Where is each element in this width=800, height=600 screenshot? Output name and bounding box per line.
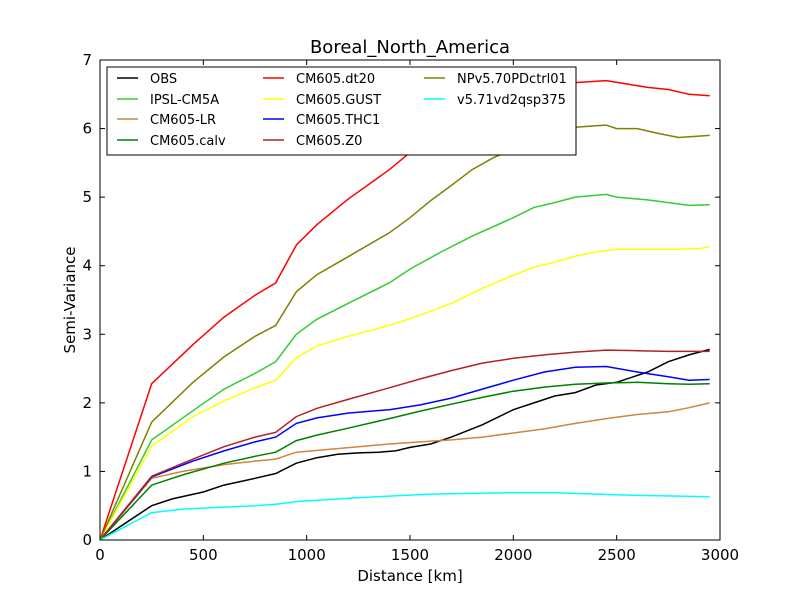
- series-line-CM605.GUST: [100, 245, 710, 540]
- y-tick-label: 3: [82, 325, 92, 343]
- legend-label: CM605.Z0: [296, 134, 362, 149]
- x-tick-label: 1500: [391, 546, 429, 564]
- legend-item-CM605.Z0: CM605.Z0: [263, 134, 362, 149]
- x-tick-label: 500: [189, 546, 218, 564]
- legend-item-CM605.calv: CM605.calv: [117, 134, 226, 149]
- legend-label: CM605.dt20: [296, 72, 375, 87]
- legend-item-CM605.GUST: CM605.GUST: [263, 93, 381, 108]
- legend-label: CM605.GUST: [296, 93, 381, 108]
- y-tick-label: 6: [82, 120, 92, 138]
- legend-item-NPv5.70PDctrl01: NPv5.70PDctrl01: [424, 72, 567, 87]
- legend-label: OBS: [150, 72, 177, 87]
- series-line-CM605-LR: [100, 402, 710, 540]
- series-line-NPv5.70PDctrl01: [100, 148, 514, 540]
- y-tick-label: 0: [82, 531, 92, 549]
- legend-label: NPv5.70PDctrl01: [457, 72, 567, 87]
- legend-item-CM605-LR: CM605-LR: [117, 113, 216, 128]
- series-line-v5.71vd2qsp375: [100, 491, 710, 540]
- x-tick-label: 2500: [598, 546, 636, 564]
- ticks-layer: 0 500 1000 1500 2000 2500 3000 0 1 2 3 4 5 6 7: [82, 51, 739, 564]
- series-line-CM605.dt20-segment: [544, 79, 710, 97]
- x-tick-label: 0: [95, 546, 105, 564]
- y-tick-label: 2: [82, 394, 92, 412]
- x-tick-label: 3000: [701, 546, 739, 564]
- series-line-NPv5.70PDctrl01-segment: [575, 124, 710, 139]
- legend-item-v5.71vd2qsp375: v5.71vd2qsp375: [424, 93, 566, 108]
- y-tick-label: 4: [82, 257, 92, 275]
- legend-box: [106, 66, 577, 156]
- legend-item-CM605.THC1: CM605.THC1: [263, 113, 380, 128]
- y-axis-label: Semi-Variance: [61, 247, 79, 354]
- series-layer: [100, 79, 710, 540]
- legend-item-OBS: OBS: [117, 72, 177, 87]
- x-tick-label: 1000: [288, 546, 326, 564]
- series-line-CM605.calv: [100, 381, 710, 540]
- legend-item-IPSL-CM5A: IPSL-CM5A: [117, 93, 219, 108]
- x-axis-label: Distance [km]: [357, 567, 462, 585]
- legend: OBS IPSL-CM5A CM605-LR CM605.calv CM605.dt20…: [106, 66, 577, 156]
- legend-label: v5.71vd2qsp375: [457, 93, 566, 108]
- chart-title: Boreal_North_America: [310, 37, 510, 58]
- legend-label: CM605.calv: [150, 134, 226, 149]
- series-line-CM605.Z0: [100, 349, 710, 540]
- y-tick-label: 7: [82, 51, 92, 69]
- series-line-IPSL-CM5A: [100, 193, 710, 540]
- legend-label: CM605-LR: [150, 113, 216, 128]
- legend-label: IPSL-CM5A: [150, 93, 219, 108]
- x-tick-label: 2000: [494, 546, 532, 564]
- y-tick-label: 1: [82, 462, 92, 480]
- legend-label: CM605.THC1: [296, 113, 380, 128]
- series-line-CM605.THC1: [100, 365, 710, 540]
- legend-item-CM605.dt20: CM605.dt20: [263, 72, 375, 87]
- y-tick-label: 5: [82, 188, 92, 206]
